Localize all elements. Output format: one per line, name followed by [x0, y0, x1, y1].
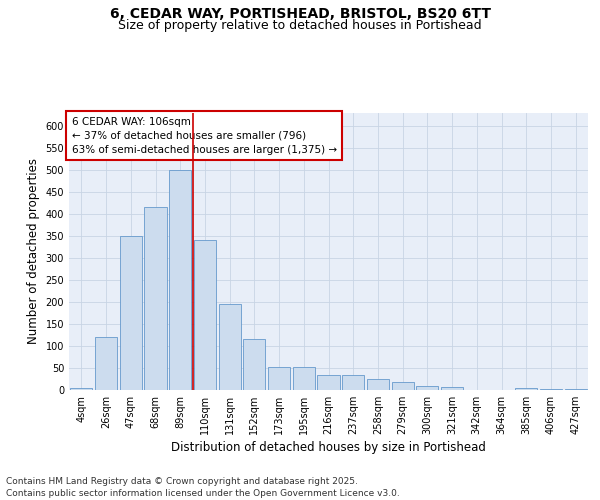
Text: 6, CEDAR WAY, PORTISHEAD, BRISTOL, BS20 6TT: 6, CEDAR WAY, PORTISHEAD, BRISTOL, BS20 … — [110, 8, 491, 22]
Bar — [441, 387, 463, 390]
Bar — [268, 367, 290, 390]
Text: Contains HM Land Registry data © Crown copyright and database right 2025.
Contai: Contains HM Land Registry data © Crown c… — [6, 476, 400, 498]
Bar — [70, 388, 92, 390]
Bar — [145, 207, 167, 390]
Bar — [367, 379, 389, 390]
Bar — [95, 337, 117, 390]
Text: 6 CEDAR WAY: 106sqm
← 37% of detached houses are smaller (796)
63% of semi-detac: 6 CEDAR WAY: 106sqm ← 37% of detached ho… — [71, 116, 337, 154]
Bar — [515, 388, 538, 390]
X-axis label: Distribution of detached houses by size in Portishead: Distribution of detached houses by size … — [171, 441, 486, 454]
Bar — [293, 367, 315, 390]
Bar — [342, 374, 364, 390]
Bar — [194, 240, 216, 390]
Bar — [392, 382, 414, 390]
Bar — [416, 386, 439, 390]
Bar — [218, 304, 241, 390]
Bar — [540, 389, 562, 390]
Bar — [119, 236, 142, 390]
Text: Size of property relative to detached houses in Portishead: Size of property relative to detached ho… — [118, 19, 482, 32]
Bar — [169, 170, 191, 390]
Bar — [317, 374, 340, 390]
Bar — [243, 340, 265, 390]
Bar — [565, 388, 587, 390]
Y-axis label: Number of detached properties: Number of detached properties — [27, 158, 40, 344]
